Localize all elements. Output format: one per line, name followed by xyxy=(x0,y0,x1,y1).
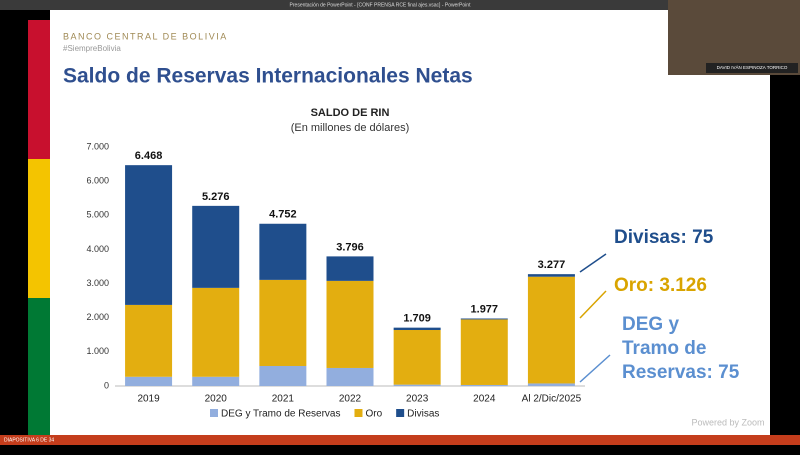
x-tick-label: Al 2/Dic/2025 xyxy=(522,394,582,405)
x-tick-label: 2024 xyxy=(473,394,496,405)
y-tick-label: 2.000 xyxy=(86,312,109,322)
x-tick-label: 2021 xyxy=(272,394,295,405)
total-label: 1.977 xyxy=(471,303,499,315)
status-text: DIAPOSITIVA 6 DE 34 xyxy=(4,437,54,443)
annotation: Reservas: 75 xyxy=(622,362,740,383)
brand: BANCO CENTRAL DE BOLIVIA xyxy=(63,31,228,41)
bar-segment xyxy=(527,274,575,277)
x-tick-label: 2020 xyxy=(205,394,228,405)
window-title: Presentación de PowerPoint - [CONF PRENS… xyxy=(290,2,472,8)
annotation: Tramo de xyxy=(622,338,706,359)
legend-swatch xyxy=(210,409,218,417)
bar-segment xyxy=(393,330,441,385)
chart-title: SALDO DE RIN xyxy=(311,107,390,119)
bar-segment xyxy=(192,376,240,386)
total-label: 5.276 xyxy=(202,191,230,203)
bar-segment xyxy=(192,205,240,288)
bar-segment xyxy=(393,327,441,331)
y-tick-label: 7.000 xyxy=(86,141,109,151)
legend-swatch xyxy=(354,409,363,417)
y-tick-label: 4.000 xyxy=(86,244,109,254)
bar-segment xyxy=(460,384,508,386)
video-name: DAVID IVÁN ESPINOZA TORRICO xyxy=(717,64,788,70)
bar-segment xyxy=(192,287,240,377)
bar-segment xyxy=(125,165,173,305)
legend-label: DEG y Tramo de Reservas xyxy=(221,409,340,420)
annotation: Oro: 3.126 xyxy=(614,275,707,296)
total-label: 3.796 xyxy=(336,241,364,253)
arrow xyxy=(579,354,611,383)
x-tick-label: 2023 xyxy=(406,394,429,405)
y-tick-label: 6.000 xyxy=(86,176,109,186)
hashtag: #SiempreBolivia xyxy=(63,44,121,53)
title-bar xyxy=(0,0,800,10)
bar-segment xyxy=(527,276,575,384)
flag-yellow xyxy=(28,159,50,298)
legend-swatch xyxy=(396,409,405,417)
bar-segment xyxy=(527,383,575,386)
bar-segment xyxy=(460,319,508,385)
bar-segment xyxy=(460,318,508,320)
y-tick-label: 0 xyxy=(104,380,109,390)
bar-segment xyxy=(259,365,307,386)
y-tick-label: 1.000 xyxy=(86,346,109,356)
video-name-bg xyxy=(706,63,798,73)
bar-segment xyxy=(259,279,307,366)
legend-label: Oro xyxy=(365,409,382,420)
total-label: 6.468 xyxy=(135,150,163,162)
video-thumbnail xyxy=(668,0,800,75)
y-tick-label: 3.000 xyxy=(86,278,109,288)
slide-title: Saldo de Reservas Internacionales Netas xyxy=(63,65,473,88)
total-label: 4.752 xyxy=(269,209,297,221)
bar-segment xyxy=(326,280,374,368)
bar-segment xyxy=(125,304,173,377)
status-bar xyxy=(0,435,800,445)
bar-segment xyxy=(393,384,441,386)
bar-segment xyxy=(125,376,173,386)
chart-subtitle: (En millones de dólares) xyxy=(291,122,410,134)
legend-label: Divisas xyxy=(407,409,439,420)
arrow xyxy=(579,290,607,319)
flag-green xyxy=(28,298,50,435)
annotation: DEG y xyxy=(622,314,679,335)
y-tick-label: 5.000 xyxy=(86,210,109,220)
annotation: Divisas: 75 xyxy=(614,227,714,248)
arrow xyxy=(579,253,607,273)
x-tick-label: 2019 xyxy=(137,394,160,405)
total-label: 3.277 xyxy=(538,259,566,271)
total-label: 1.709 xyxy=(403,313,431,325)
x-tick-label: 2022 xyxy=(339,394,362,405)
flag-red xyxy=(28,20,50,159)
bar-segment xyxy=(259,223,307,280)
bar-segment xyxy=(326,256,374,281)
bar-segment xyxy=(326,367,374,386)
zoom-note: Powered by Zoom xyxy=(691,417,764,427)
